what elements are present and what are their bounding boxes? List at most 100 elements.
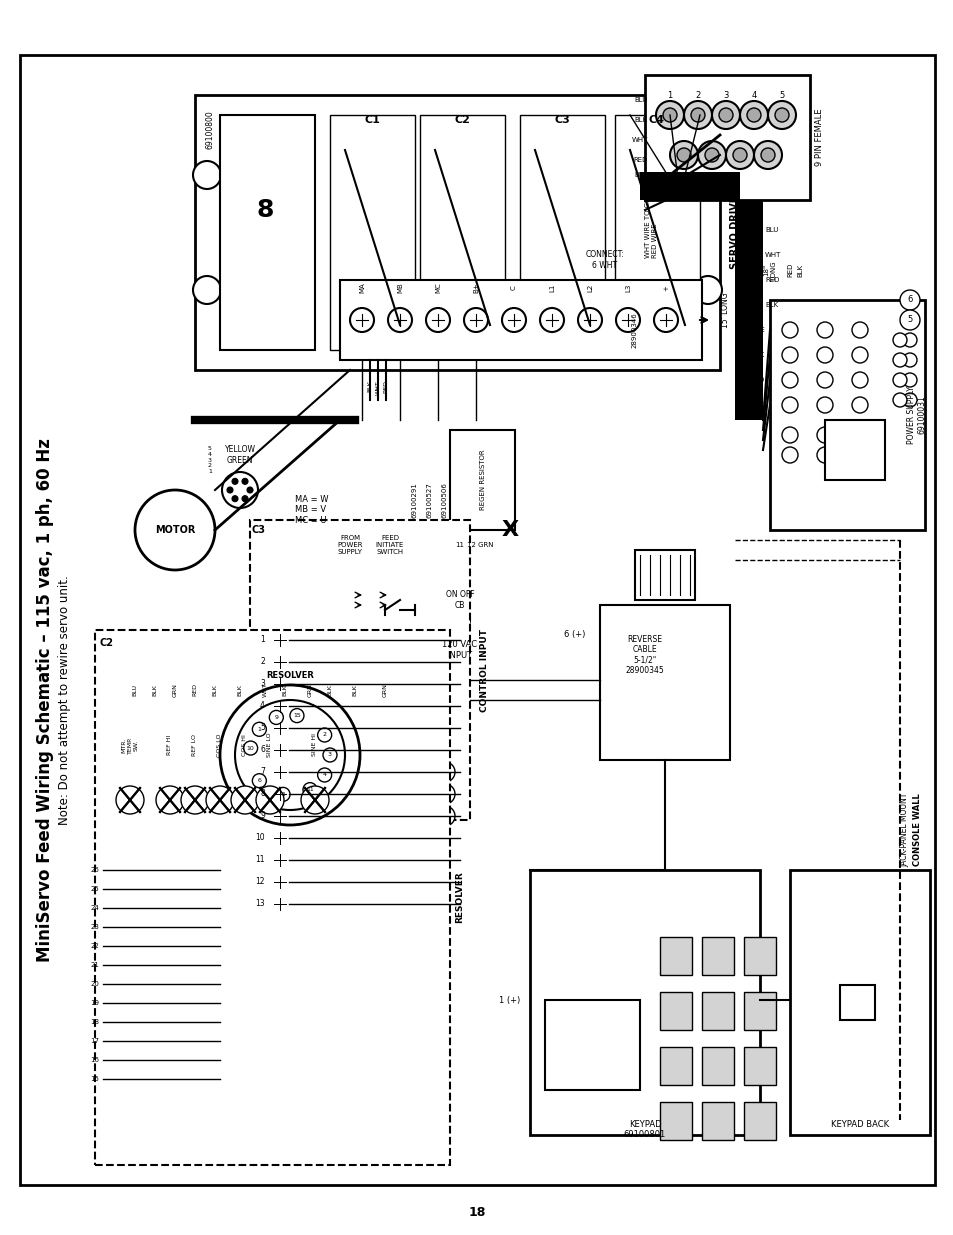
Text: 2: 2: [260, 657, 265, 667]
Text: 6 (+): 6 (+): [563, 631, 584, 640]
Text: C2: C2: [100, 638, 113, 648]
Text: L2: L2: [586, 284, 593, 293]
Circle shape: [271, 806, 289, 825]
Text: 15' LONG: 15' LONG: [720, 293, 729, 327]
Bar: [701, 937, 733, 974]
Bar: [635, 550, 695, 600]
Bar: [840, 986, 874, 1020]
Text: MTR.
TEMP.
SW.: MTR. TEMP. SW.: [122, 736, 138, 753]
Text: RED: RED: [383, 380, 388, 393]
Circle shape: [698, 141, 725, 169]
Text: BLU: BLU: [132, 684, 137, 697]
Text: 13: 13: [255, 899, 265, 909]
Bar: [789, 869, 929, 1135]
Bar: [701, 1047, 733, 1086]
Circle shape: [242, 495, 248, 501]
Text: 4: 4: [322, 773, 326, 778]
Bar: [701, 1102, 733, 1140]
Circle shape: [816, 396, 832, 412]
Circle shape: [234, 700, 345, 810]
Text: 5
4
3
2
1: 5 4 3 2 1: [208, 446, 212, 474]
Text: COS LO: COS LO: [217, 734, 222, 757]
Text: SINE LO: SINE LO: [267, 732, 273, 757]
Text: GRN: GRN: [172, 683, 177, 697]
Bar: [659, 992, 691, 1030]
Text: BLK: BLK: [634, 117, 647, 124]
Circle shape: [255, 785, 284, 814]
Text: 2: 2: [322, 732, 326, 737]
Text: L1: L1: [548, 284, 555, 293]
Text: BLK: BLK: [327, 684, 333, 697]
Circle shape: [704, 148, 719, 162]
Circle shape: [662, 107, 677, 122]
Text: BLK: BLK: [367, 380, 372, 391]
Text: 20: 20: [90, 981, 99, 987]
Text: 5: 5: [779, 90, 783, 100]
Circle shape: [463, 308, 488, 332]
Circle shape: [725, 141, 753, 169]
Circle shape: [656, 101, 683, 128]
Circle shape: [683, 101, 711, 128]
Circle shape: [616, 308, 639, 332]
Circle shape: [851, 447, 867, 463]
Circle shape: [435, 762, 455, 782]
Circle shape: [902, 393, 916, 408]
Text: 69100800: 69100800: [205, 111, 214, 149]
Text: WHT: WHT: [764, 252, 781, 258]
Text: B+: B+: [473, 283, 478, 294]
Text: GRN: GRN: [307, 683, 313, 697]
Text: C1: C1: [364, 115, 379, 125]
Text: BLK: BLK: [751, 352, 764, 358]
Bar: [639, 172, 740, 200]
Text: MB: MB: [396, 283, 402, 294]
Text: WHT WIRE TO GRN
RED WIRE: WHT WIRE TO GRN RED WIRE: [644, 191, 658, 258]
Text: C3: C3: [554, 115, 569, 125]
Text: 3: 3: [328, 752, 332, 757]
Circle shape: [231, 785, 258, 814]
Circle shape: [892, 373, 906, 387]
Text: 1: 1: [260, 636, 265, 645]
Text: RED: RED: [750, 377, 764, 383]
Circle shape: [317, 768, 332, 782]
Text: 11: 11: [455, 542, 464, 548]
Text: 28900346: 28900346: [631, 312, 638, 348]
Text: COS HI: COS HI: [242, 734, 247, 756]
Text: 69100291: 69100291: [412, 482, 417, 517]
Text: RED: RED: [786, 263, 792, 277]
Circle shape: [899, 310, 919, 330]
Text: YELLOW
GREEN: YELLOW GREEN: [224, 446, 255, 464]
Circle shape: [816, 427, 832, 443]
Text: BLU: BLU: [764, 227, 778, 233]
Bar: [599, 605, 729, 760]
Text: 22: 22: [91, 944, 99, 948]
Text: CONSOLE WALL: CONSOLE WALL: [913, 794, 922, 867]
Circle shape: [902, 373, 916, 387]
Text: 18: 18: [468, 1205, 485, 1219]
Text: 5: 5: [281, 792, 285, 797]
Bar: [95, 630, 450, 1165]
Text: Note: Do not attempt to rewire servo unit.: Note: Do not attempt to rewire servo uni…: [58, 576, 71, 825]
Text: WHT: WHT: [631, 137, 647, 143]
Circle shape: [271, 895, 289, 913]
Text: MA: MA: [358, 283, 365, 294]
Circle shape: [693, 161, 721, 189]
Text: BLK: BLK: [764, 303, 778, 308]
Text: 6: 6: [260, 746, 265, 755]
Circle shape: [450, 610, 470, 630]
Text: RESOLVER: RESOLVER: [266, 671, 314, 679]
Text: 9: 9: [260, 811, 265, 820]
Text: 8: 8: [256, 198, 274, 222]
Circle shape: [816, 322, 832, 338]
Text: 7: 7: [260, 767, 265, 777]
Bar: [701, 992, 733, 1030]
Bar: [644, 75, 809, 200]
Circle shape: [781, 427, 797, 443]
Text: 18"
LONG: 18" LONG: [762, 261, 776, 280]
Circle shape: [816, 447, 832, 463]
Text: BLK: BLK: [213, 684, 217, 697]
Circle shape: [578, 308, 601, 332]
Text: FEED
INITIATE
SWITCH: FEED INITIATE SWITCH: [375, 535, 404, 555]
Text: 4: 4: [260, 701, 265, 710]
Bar: [530, 869, 760, 1135]
Bar: [450, 430, 515, 530]
